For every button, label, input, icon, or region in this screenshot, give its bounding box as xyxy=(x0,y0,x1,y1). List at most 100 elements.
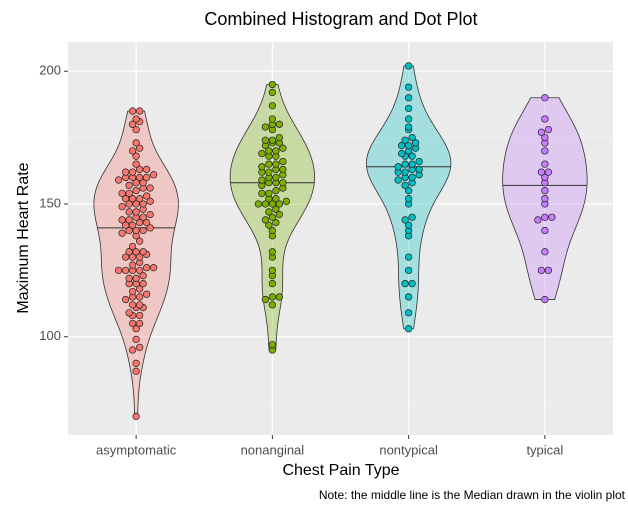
y-tick-label: 100 xyxy=(39,328,61,343)
dot xyxy=(121,168,130,176)
dot xyxy=(125,189,133,198)
dot xyxy=(401,136,409,144)
dot xyxy=(404,83,413,91)
dot xyxy=(261,295,270,304)
dot xyxy=(146,184,154,192)
dot xyxy=(135,165,144,174)
dot xyxy=(132,335,140,344)
dot xyxy=(149,264,158,272)
dot xyxy=(132,359,140,367)
dot xyxy=(132,115,140,123)
dot xyxy=(541,173,549,182)
dot xyxy=(128,168,137,176)
dot xyxy=(132,208,140,216)
dot xyxy=(139,279,147,288)
dot xyxy=(541,213,549,221)
dot xyxy=(132,187,140,195)
dot xyxy=(404,195,413,203)
dot xyxy=(404,104,413,113)
dot xyxy=(132,274,140,282)
dot xyxy=(534,216,542,224)
dot xyxy=(268,80,277,89)
dot xyxy=(397,149,406,158)
dot xyxy=(114,176,123,184)
dot xyxy=(139,213,147,221)
dot xyxy=(541,195,549,203)
dot xyxy=(268,293,277,301)
dot xyxy=(118,202,126,211)
y-axis-title: Maximum Heart Rate xyxy=(15,162,32,313)
dot xyxy=(149,171,158,179)
dot xyxy=(125,181,133,190)
dot xyxy=(275,293,284,301)
dot xyxy=(268,115,277,123)
dot xyxy=(132,179,140,187)
dot xyxy=(135,218,144,227)
dot xyxy=(408,152,416,160)
dot xyxy=(139,200,147,208)
dot xyxy=(146,210,154,219)
dot xyxy=(254,200,263,208)
dot xyxy=(275,210,284,219)
dot xyxy=(265,208,273,216)
dot xyxy=(537,168,546,176)
dot xyxy=(128,346,137,354)
dot xyxy=(411,139,420,147)
dot xyxy=(265,168,273,176)
dot xyxy=(118,216,126,224)
dot xyxy=(121,221,130,229)
dot xyxy=(139,272,147,280)
dot xyxy=(268,301,277,309)
dot xyxy=(541,147,549,155)
dot xyxy=(541,248,549,256)
dot xyxy=(404,187,413,195)
dot xyxy=(268,102,277,110)
dot xyxy=(121,266,130,275)
dot xyxy=(275,200,284,208)
dot xyxy=(114,266,123,275)
dot xyxy=(132,226,140,235)
x-tick-label: asymptomatic xyxy=(96,442,177,457)
dot xyxy=(261,216,270,224)
dot xyxy=(121,295,130,304)
dot xyxy=(268,266,277,275)
dot xyxy=(265,160,273,168)
dot xyxy=(132,248,140,256)
dot xyxy=(404,62,413,70)
dot xyxy=(279,179,287,187)
dot xyxy=(541,133,549,142)
dot xyxy=(404,293,413,301)
dot xyxy=(128,319,137,328)
dot xyxy=(142,192,151,200)
dot xyxy=(142,290,151,298)
dot xyxy=(404,325,413,333)
dot xyxy=(272,195,280,203)
dot xyxy=(121,195,130,203)
dot xyxy=(258,176,266,184)
dot xyxy=(548,213,556,221)
dot xyxy=(265,147,273,155)
dot xyxy=(125,226,133,235)
dot xyxy=(268,248,277,256)
dot xyxy=(275,133,284,142)
dot xyxy=(128,261,137,269)
dot xyxy=(401,160,409,168)
dot xyxy=(132,152,140,160)
dot xyxy=(272,160,280,168)
chart-title: Combined Histogram and Dot Plot xyxy=(204,9,477,29)
dot xyxy=(118,229,126,237)
dot xyxy=(135,107,144,115)
dot xyxy=(401,181,409,190)
dot xyxy=(415,165,423,174)
dot xyxy=(279,165,287,174)
dot xyxy=(125,216,133,224)
dot xyxy=(258,163,266,171)
y-tick-label: 150 xyxy=(39,195,61,210)
dot xyxy=(135,319,144,328)
dot xyxy=(265,221,273,229)
violin xyxy=(93,110,179,417)
dot xyxy=(128,221,137,229)
dot xyxy=(541,94,549,102)
dot xyxy=(282,197,291,205)
dot xyxy=(261,200,270,208)
